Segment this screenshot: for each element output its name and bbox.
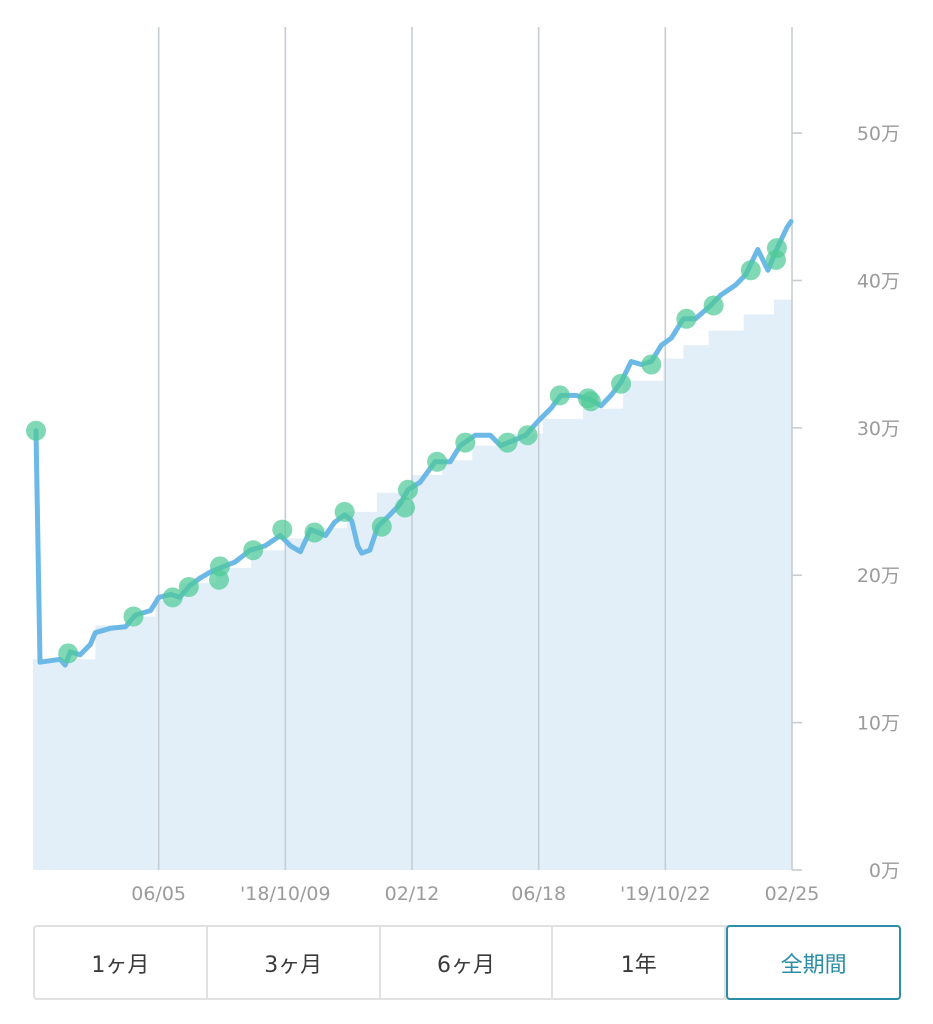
event-marker — [517, 425, 538, 446]
event-marker — [497, 432, 518, 453]
event-marker — [304, 522, 325, 543]
x-tick-label: 06/05 — [131, 883, 186, 905]
event-marker — [209, 569, 229, 590]
event-marker — [611, 373, 632, 394]
event-marker — [123, 606, 144, 627]
x-tick-label: '18/10/09 — [240, 883, 331, 905]
period-button-1-month[interactable]: 1ヶ月 — [35, 927, 208, 998]
event-marker — [272, 519, 293, 540]
y-tick-label: 30万 — [857, 418, 900, 440]
y-tick-label: 10万 — [857, 713, 900, 735]
event-marker — [395, 497, 415, 518]
value-line — [33, 219, 794, 668]
event-marker — [398, 479, 418, 500]
event-marker — [703, 295, 724, 316]
event-marker — [334, 501, 355, 522]
event-marker — [676, 308, 697, 329]
period-button-1-year[interactable]: 1年 — [553, 927, 727, 998]
event-marker — [740, 260, 761, 281]
event-marker — [58, 643, 79, 664]
event-marker — [580, 391, 601, 412]
event-marker — [26, 420, 46, 441]
event-marker — [162, 587, 183, 608]
event-marker — [455, 432, 476, 453]
event-marker — [427, 451, 448, 472]
event-marker — [766, 238, 787, 259]
portfolio-chart: 06/05 '18/10/09 02/12 06/18 '19/10/22 02/25 0万… — [26, 27, 900, 905]
x-tick-label: 06/18 — [511, 883, 566, 905]
period-button-3-months[interactable]: 3ヶ月 — [208, 927, 381, 998]
period-button-6-months[interactable]: 6ヶ月 — [381, 927, 554, 998]
period-selector: 1ヶ月 3ヶ月 6ヶ月 1年 全期間 — [33, 925, 901, 1000]
event-marker — [243, 540, 264, 561]
event-marker — [549, 385, 570, 406]
x-tick-label: '19/10/22 — [620, 883, 711, 905]
event-marker — [641, 354, 662, 375]
y-tick-label: 20万 — [857, 565, 900, 587]
event-marker — [178, 577, 199, 597]
x-tick-label: 02/25 — [765, 883, 820, 905]
chart-canvas: 06/05 '18/10/09 02/12 06/18 '19/10/22 02/25 0万… — [26, 27, 900, 905]
y-tick-label: 50万 — [857, 123, 900, 145]
period-button-all[interactable]: 全期間 — [726, 925, 901, 1000]
y-tick-label: 40万 — [857, 270, 900, 292]
y-tick-label: 0万 — [869, 860, 900, 882]
x-tick-label: 02/12 — [385, 883, 440, 905]
event-marker — [371, 516, 392, 537]
